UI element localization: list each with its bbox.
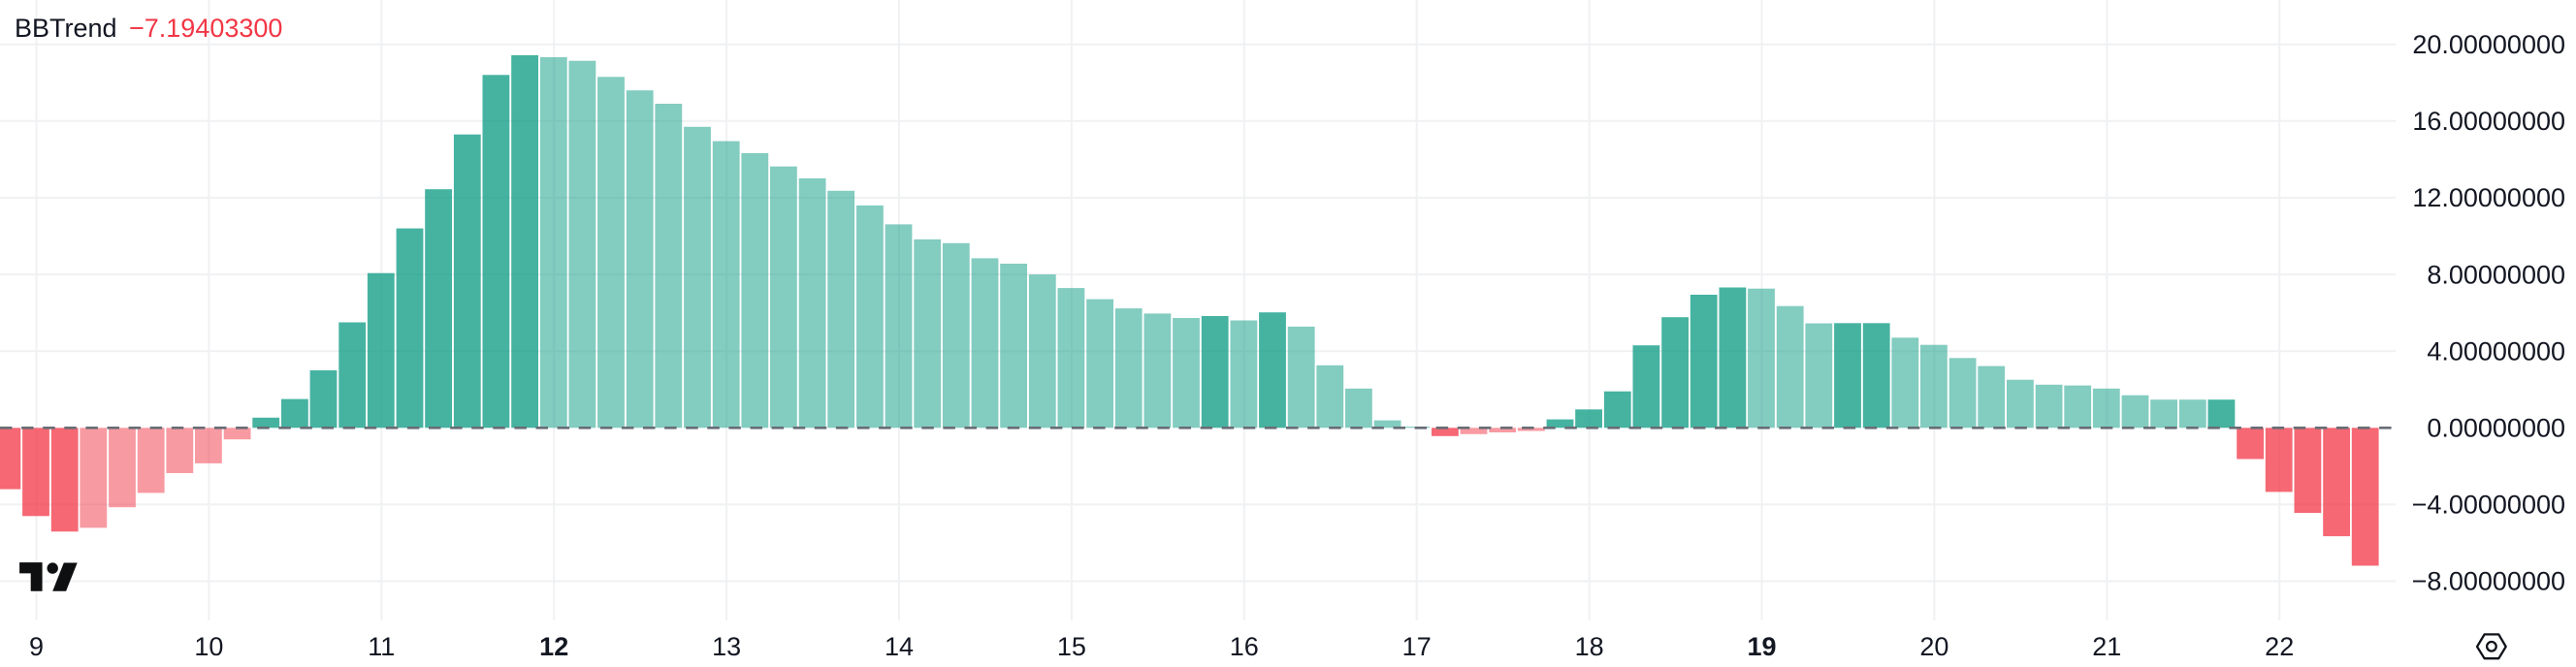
- svg-text:16.00000000: 16.00000000: [2412, 107, 2565, 136]
- svg-text:20.00000000: 20.00000000: [2412, 30, 2565, 59]
- svg-text:8.00000000: 8.00000000: [2427, 260, 2565, 289]
- svg-text:18: 18: [1575, 632, 1604, 661]
- svg-text:17: 17: [1402, 632, 1432, 661]
- svg-text:15: 15: [1057, 632, 1086, 661]
- svg-text:11: 11: [368, 632, 395, 661]
- svg-text:−4.00000000: −4.00000000: [2412, 491, 2565, 520]
- svg-text:20: 20: [1919, 632, 1948, 661]
- svg-text:12: 12: [539, 632, 568, 661]
- svg-text:21: 21: [2092, 632, 2121, 661]
- svg-text:10: 10: [194, 632, 223, 661]
- svg-text:14: 14: [885, 632, 914, 661]
- svg-text:16: 16: [1230, 632, 1259, 661]
- svg-text:4.00000000: 4.00000000: [2427, 336, 2565, 365]
- svg-text:13: 13: [712, 632, 741, 661]
- svg-text:12.00000000: 12.00000000: [2412, 183, 2565, 212]
- svg-text:−7.19403300: −7.19403300: [129, 14, 282, 43]
- svg-text:BBTrend: BBTrend: [15, 14, 117, 43]
- svg-text:9: 9: [29, 632, 44, 661]
- svg-text:22: 22: [2265, 632, 2294, 661]
- svg-text:19: 19: [1747, 632, 1776, 661]
- svg-text:−8.00000000: −8.00000000: [2412, 567, 2565, 596]
- svg-text:0.00000000: 0.00000000: [2427, 414, 2565, 443]
